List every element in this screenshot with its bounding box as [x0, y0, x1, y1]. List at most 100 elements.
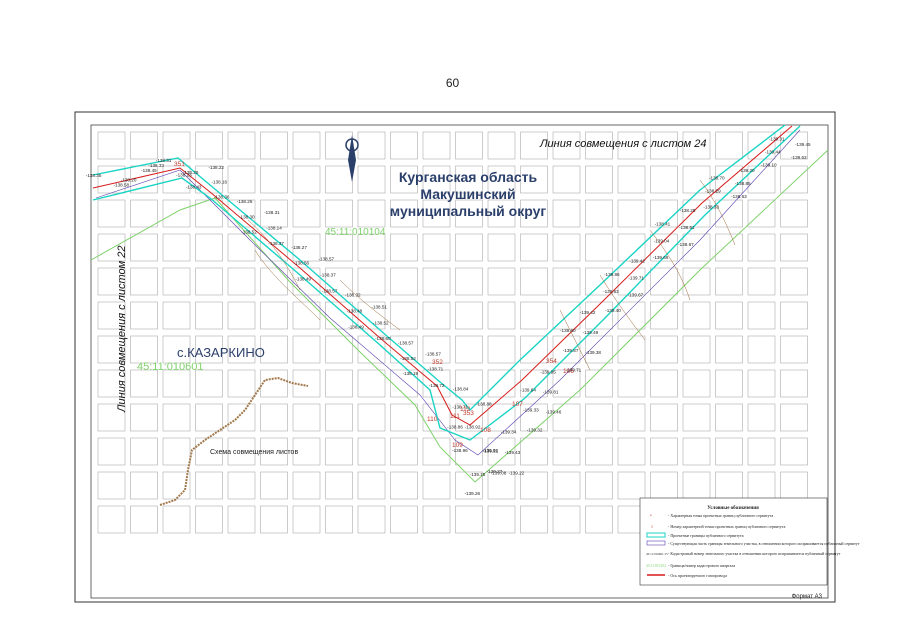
- elevation-label: -138.25: [680, 208, 696, 213]
- page-number: 60: [445, 76, 460, 90]
- grid-square: [552, 403, 581, 432]
- grid-square: [747, 403, 776, 432]
- grid-square: [747, 301, 776, 330]
- grid-square: [422, 165, 451, 194]
- grid-square: [422, 471, 451, 500]
- grid-square: [715, 301, 743, 330]
- grid-square: [585, 131, 613, 160]
- grid-square: [292, 437, 321, 466]
- grid-square: [227, 335, 256, 364]
- grid-square: [357, 369, 386, 398]
- grid-square: [715, 233, 743, 262]
- grid-square: [585, 505, 613, 534]
- elevation-label: -138.63: [731, 194, 747, 199]
- elevation-label: -139.04: [654, 238, 670, 243]
- grid-square: [617, 335, 646, 364]
- grid-square: [162, 165, 191, 194]
- grid-square: [455, 505, 483, 534]
- grid-square: [455, 165, 483, 194]
- grid-square: [130, 437, 158, 466]
- grid-square: [227, 403, 256, 432]
- grid-square: [682, 403, 711, 432]
- point-number: 111: [450, 413, 460, 420]
- elevation-label: -139.64: [520, 388, 536, 393]
- elevation-label: -139.27: [487, 469, 503, 474]
- elevation-label: -139.15: [470, 472, 486, 477]
- grid-square: [520, 233, 548, 262]
- elevation-label: -138.88: [476, 402, 492, 407]
- grid-square: [162, 267, 191, 296]
- grid-square: [390, 335, 418, 364]
- grid-square: [552, 267, 581, 296]
- elevation-label: -138.22: [208, 165, 224, 170]
- elevation-label: -138.52: [373, 321, 389, 326]
- grid-square: [617, 131, 646, 160]
- grid-square: [715, 437, 743, 466]
- grid-square: [715, 403, 743, 432]
- elevation-label: -138.36: [214, 195, 230, 200]
- grid-square: [130, 471, 158, 500]
- elevation-label: -139.60: [560, 328, 576, 333]
- grid-square: [682, 335, 711, 364]
- grid-square: [650, 131, 678, 160]
- pipeline-axis: [92, 125, 793, 426]
- grid-square: [292, 131, 321, 160]
- grid-square: [292, 233, 321, 262]
- elevation-label: -138.20: [121, 177, 137, 182]
- elevation-label: -139.46: [546, 409, 562, 414]
- grid-square: [650, 335, 678, 364]
- elevation-label: -138.71: [428, 367, 444, 372]
- grid-square: [520, 267, 548, 296]
- elevation-label: -138.52: [241, 230, 257, 235]
- grid-square: [130, 301, 158, 330]
- elevation-label: -138.23: [176, 172, 192, 177]
- grid-square: [520, 437, 548, 466]
- grid-square: [585, 165, 613, 194]
- elevation-label: -138.43: [186, 184, 202, 189]
- grid-square: [292, 471, 321, 500]
- grid-square: [780, 301, 808, 330]
- grid-square: [520, 131, 548, 160]
- grid-square: [682, 369, 711, 398]
- grid-square: [520, 301, 548, 330]
- grid-square: [552, 233, 581, 262]
- grid-square: [162, 403, 191, 432]
- grid-square: [617, 437, 646, 466]
- grid-square: [487, 165, 516, 194]
- elevation-label: -139.71: [566, 368, 582, 373]
- elevation-label: -138.56: [294, 261, 310, 266]
- elevation-label: -138.86: [447, 425, 463, 430]
- grid-square: [650, 403, 678, 432]
- grid-square: [715, 369, 743, 398]
- inner-frame: [90, 124, 829, 599]
- grid-square: [422, 199, 451, 228]
- grid-square: [357, 471, 386, 500]
- elevation-label: -138.96: [452, 448, 468, 453]
- grid-square: [487, 403, 516, 432]
- grid-square: [390, 369, 418, 398]
- grid-square: [715, 131, 743, 160]
- grid-square: [585, 403, 613, 432]
- grid-square: [390, 199, 418, 228]
- elevation-label: -138.32: [345, 292, 361, 297]
- grid-square: [617, 199, 646, 228]
- region-title-2: Макушинский: [420, 186, 515, 202]
- grid-square: [455, 267, 483, 296]
- point-number: 106: [563, 368, 574, 375]
- grid-square: [487, 369, 516, 398]
- elevation-label: -138.33: [148, 163, 164, 168]
- grid-square: [97, 403, 126, 432]
- grid-square: [260, 471, 288, 500]
- elevation-label: -139.66: [653, 255, 669, 260]
- grid-square: [487, 301, 516, 330]
- elevation-label: -138.85: [735, 181, 751, 186]
- elevation-label: -138.27: [291, 245, 307, 250]
- point-number: 112: [460, 406, 471, 413]
- grid-square: [520, 335, 548, 364]
- grid-square: [455, 233, 483, 262]
- grid-square: [260, 267, 288, 296]
- grid-square: [195, 267, 223, 296]
- grid-square: [325, 437, 353, 466]
- elevation-label: -138.28: [183, 170, 199, 175]
